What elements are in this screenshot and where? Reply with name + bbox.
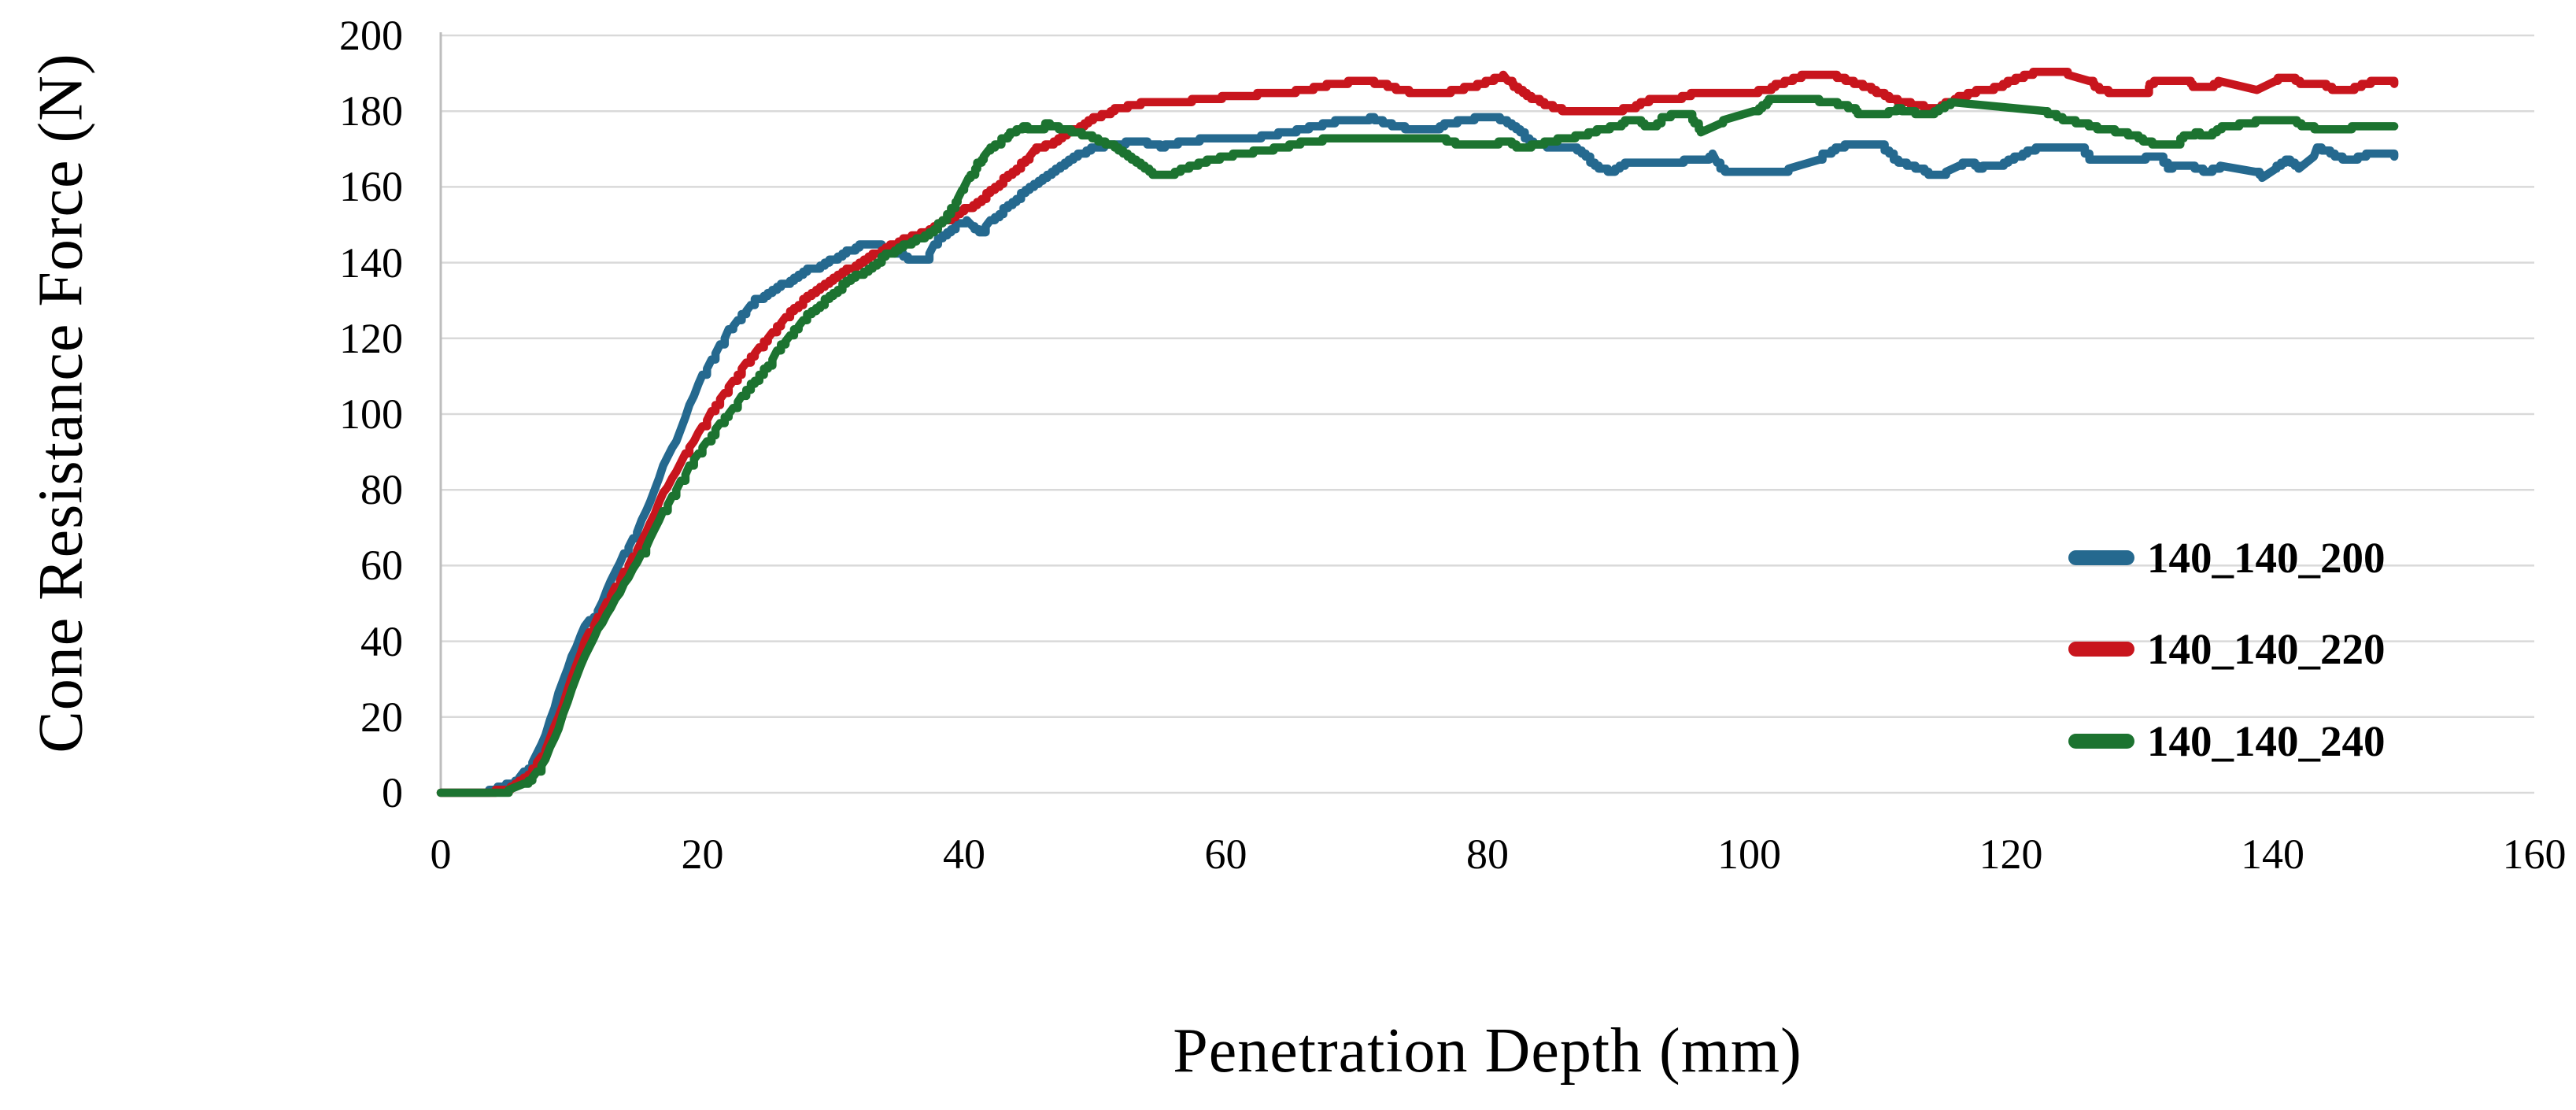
series-lines xyxy=(436,67,2399,797)
legend-swatch-icon xyxy=(2068,733,2134,749)
legend-label: 140_140_220 xyxy=(2147,625,2386,673)
x-tick-label: 100 xyxy=(1717,831,1781,878)
x-tick-label: 140 xyxy=(2241,831,2304,878)
series-line-140_140_200 xyxy=(436,113,2399,797)
y-tick-label: 80 xyxy=(360,466,403,514)
legend-swatch-icon xyxy=(2068,549,2134,565)
legend-item-140_140_240: 140_140_240 xyxy=(2068,716,2386,765)
y-tick-label: 40 xyxy=(360,617,403,665)
y-tick-label: 160 xyxy=(339,163,403,211)
y-tick-label: 120 xyxy=(339,314,403,362)
x-tick-label: 120 xyxy=(1979,831,2043,878)
legend-swatch-icon xyxy=(2068,642,2134,657)
series-line-140_140_240 xyxy=(436,94,2399,797)
x-tick-label: 20 xyxy=(681,831,724,878)
x-tick-label: 40 xyxy=(943,831,985,878)
series-line-140_140_220 xyxy=(436,67,2399,797)
y-tick-label: 20 xyxy=(360,693,403,741)
gridlines xyxy=(441,34,2534,794)
legend-item-140_140_200: 140_140_200 xyxy=(2068,533,2386,582)
x-axis-title: Penetration Depth (mm) xyxy=(1173,1016,1802,1086)
x-tick-label: 80 xyxy=(1466,831,1509,878)
x-tick-label: 160 xyxy=(2502,831,2567,878)
y-tick-label: 180 xyxy=(339,87,403,135)
y-tick-label: 60 xyxy=(360,542,403,590)
legend-label: 140_140_240 xyxy=(2147,716,2386,765)
y-tick-label: 200 xyxy=(339,12,403,59)
legend-label: 140_140_200 xyxy=(2147,533,2386,582)
y-tick-label: 140 xyxy=(339,239,403,287)
legend-item-140_140_220: 140_140_220 xyxy=(2068,625,2386,673)
x-tick-label: 60 xyxy=(1204,831,1247,878)
y-tick-label: 100 xyxy=(339,390,403,438)
x-tick-label: 0 xyxy=(430,831,452,878)
y-tick-label: 0 xyxy=(382,769,403,816)
